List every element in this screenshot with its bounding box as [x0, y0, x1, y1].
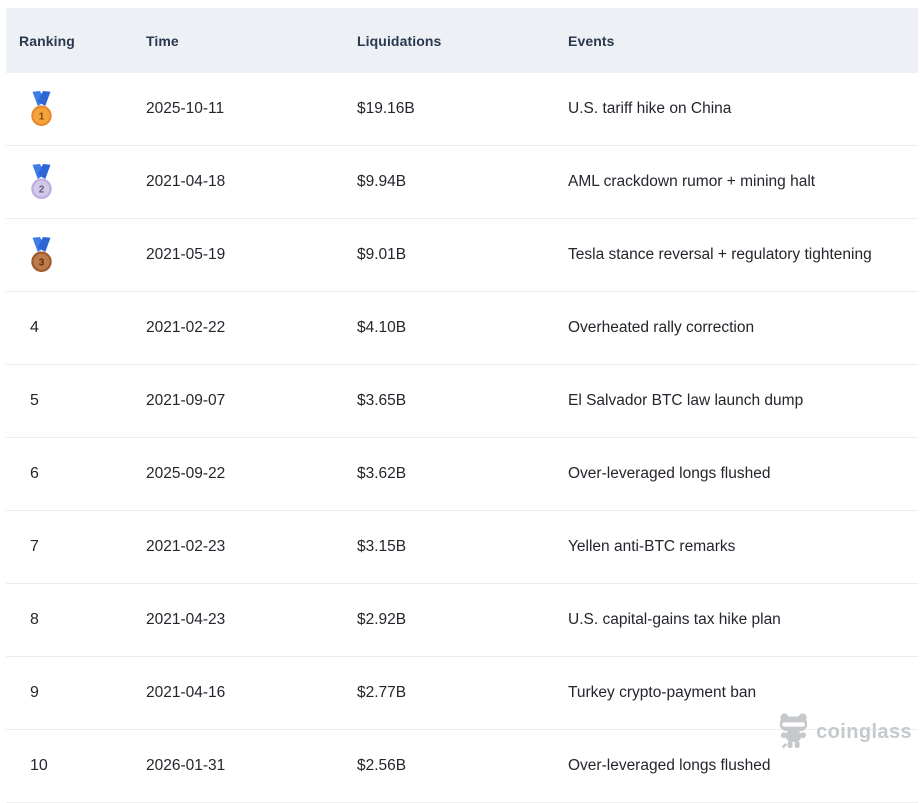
table-row: 9 2021-04-16 $2.77B Turkey crypto-paymen…	[6, 657, 918, 730]
events-cell: U.S. tariff hike on China	[568, 100, 732, 117]
ranking-cell: 6	[30, 465, 39, 482]
time-cell: 2021-02-22	[146, 319, 226, 336]
events-cell: Tesla stance reversal + regulatory tight…	[568, 246, 872, 263]
liquidations-cell: $2.56B	[357, 757, 407, 774]
column-header-ranking: Ranking	[19, 32, 75, 49]
ranking-cell: 5	[30, 392, 39, 409]
table-row: 2 2021-04-18 $9.94B AML crackdown rumor …	[6, 146, 918, 219]
ranking-cell: 8	[30, 611, 39, 628]
time-cell: 2021-04-18	[146, 173, 226, 190]
events-cell: Overheated rally correction	[568, 319, 755, 336]
time-cell: 2021-09-07	[146, 392, 226, 409]
events-cell: Over-leveraged longs flushed	[568, 757, 771, 774]
table-row: 3 2021-05-19 $9.01B Tesla stance reversa…	[6, 219, 918, 292]
svg-text:2: 2	[39, 185, 45, 196]
ranking-cell: 10	[30, 757, 48, 774]
events-cell: AML crackdown rumor + mining halt	[568, 173, 816, 190]
liquidations-cell: $9.01B	[357, 246, 407, 263]
column-header-events: Events	[568, 32, 615, 49]
time-cell: 2021-05-19	[146, 246, 226, 263]
svg-text:3: 3	[39, 258, 45, 269]
ranking-cell: 7	[30, 538, 39, 555]
gold-medal-icon: 1	[31, 91, 52, 126]
table-row: 5 2021-09-07 $3.65B El Salvador BTC law …	[6, 365, 918, 438]
ranking-cell: 4	[30, 319, 39, 336]
ranking-cell: 1	[6, 91, 146, 127]
liquidations-cell: $2.77B	[357, 684, 407, 701]
events-cell: Turkey crypto-payment ban	[568, 684, 757, 701]
time-cell: 2025-09-22	[146, 465, 226, 482]
svg-text:1: 1	[39, 112, 45, 123]
table-row: 4 2021-02-22 $4.10B Overheated rally cor…	[6, 292, 918, 365]
time-cell: 2026-01-31	[146, 757, 226, 774]
ranking-cell: 3	[6, 237, 146, 273]
events-cell: El Salvador BTC law launch dump	[568, 392, 804, 409]
events-cell: U.S. capital-gains tax hike plan	[568, 611, 781, 628]
table-body: 1 2025-10-11 $19.16B U.S. tariff hike on…	[6, 73, 918, 803]
liquidations-cell: $9.94B	[357, 173, 407, 190]
liquidations-cell: $3.62B	[357, 465, 407, 482]
liquidation-ranking-table: Ranking Time Liquidations Events 1 2025-…	[6, 8, 918, 803]
time-cell: 2021-04-16	[146, 684, 226, 701]
events-cell: Over-leveraged longs flushed	[568, 465, 771, 482]
table-row: 10 2026-01-31 $2.56B Over-leveraged long…	[6, 730, 918, 803]
liquidations-cell: $3.15B	[357, 538, 407, 555]
table-row: 6 2025-09-22 $3.62B Over-leveraged longs…	[6, 438, 918, 511]
bronze-medal-icon: 3	[31, 237, 52, 272]
liquidations-cell: $3.65B	[357, 392, 407, 409]
ranking-cell: 2	[6, 164, 146, 200]
column-header-liquidations: Liquidations	[357, 32, 442, 49]
liquidations-cell: $19.16B	[357, 100, 415, 117]
events-cell: Yellen anti-BTC remarks	[568, 538, 736, 555]
silver-medal-icon: 2	[31, 164, 52, 199]
liquidations-cell: $4.10B	[357, 319, 407, 336]
liquidations-cell: $2.92B	[357, 611, 407, 628]
time-cell: 2021-04-23	[146, 611, 226, 628]
column-header-time: Time	[146, 32, 179, 49]
time-cell: 2025-10-11	[146, 100, 225, 117]
table-header-row: Ranking Time Liquidations Events	[6, 8, 918, 73]
table-row: 8 2021-04-23 $2.92B U.S. capital-gains t…	[6, 584, 918, 657]
table-row: 1 2025-10-11 $19.16B U.S. tariff hike on…	[6, 73, 918, 146]
time-cell: 2021-02-23	[146, 538, 226, 555]
ranking-cell: 9	[30, 684, 39, 701]
table-row: 7 2021-02-23 $3.15B Yellen anti-BTC rema…	[6, 511, 918, 584]
